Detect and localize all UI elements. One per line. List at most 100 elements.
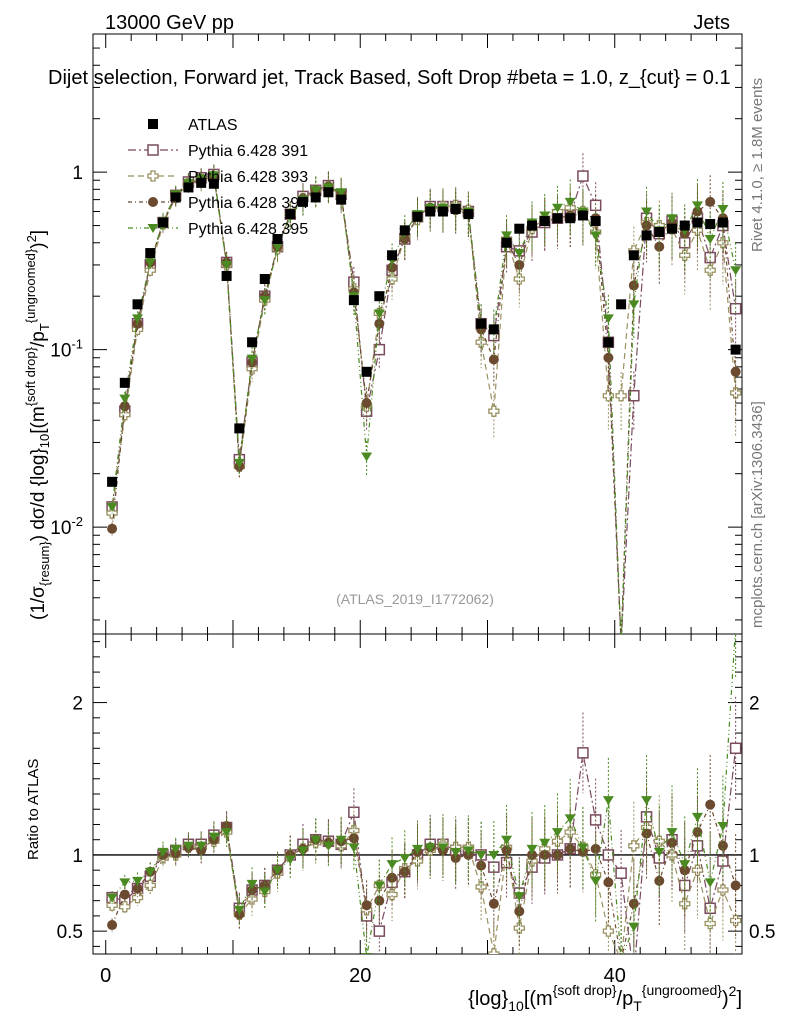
data-point-atlas xyxy=(437,206,448,217)
ratio-axes: 0.5 0.51 12 20 20 40 xyxy=(57,634,775,987)
ratio-point-pythia-6-428-393 xyxy=(691,864,704,876)
ratio-point-pythia-6-428-395 xyxy=(195,841,207,851)
data-point-pythia-6-428-391 xyxy=(616,639,626,649)
data-point-atlas xyxy=(476,318,487,329)
y-tick-label-ratio-right: 2 xyxy=(749,694,760,715)
data-point-pythia-6-428-393 xyxy=(513,273,525,285)
ratio-point-pythia-6-428-394 xyxy=(705,799,716,810)
x-tick-label: 40 xyxy=(604,965,626,987)
series-line-pythia-6-428-394 xyxy=(111,175,737,634)
y-tick-label-ratio-right: 0.5 xyxy=(749,922,775,943)
ratio-point-pythia-6-428-394 xyxy=(476,860,487,871)
ratio-point-pythia-6-428-391 xyxy=(373,925,386,937)
ratio-point-pythia-6-428-395 xyxy=(679,860,691,870)
data-point-pythia-6-428-395 xyxy=(106,502,118,512)
ratio-point-pythia-6-428-395 xyxy=(412,844,423,854)
ratio-panel-frame xyxy=(92,633,743,955)
data-point-atlas xyxy=(565,213,576,224)
ratio-point-pythia-6-428-394 xyxy=(488,898,499,909)
ratio-point-pythia-6-428-391 xyxy=(615,867,627,879)
data-point-pythia-6-428-395 xyxy=(602,314,614,324)
ratio-point-pythia-6-428-395 xyxy=(539,838,551,848)
data-point-atlas xyxy=(463,209,474,220)
y-tick-label-main: 10-2 xyxy=(50,514,83,539)
data-point-pythia-6-428-393 xyxy=(386,273,398,285)
legend-marker-atlas xyxy=(148,119,158,129)
data-point-pythia-6-428-394 xyxy=(616,639,626,649)
y-tick-label-ratio: 1 xyxy=(72,846,83,867)
data-point-atlas xyxy=(234,423,245,434)
ratio-point-pythia-6-428-394 xyxy=(730,880,741,891)
ratio-point-pythia-6-428-395 xyxy=(170,844,182,854)
ratio-point-pythia-6-428-395 xyxy=(284,855,296,865)
ratio-point-pythia-6-428-391 xyxy=(577,747,589,759)
mcplots-label: mcplots.cern.ch [arXiv:1306.3436] xyxy=(749,401,766,628)
ratio-point-pythia-6-428-395 xyxy=(616,956,627,965)
data-point-atlas xyxy=(616,299,627,310)
y-tick-label-ratio: 0.5 xyxy=(57,922,83,943)
ratio-series-layer xyxy=(106,622,742,965)
ratio-point-pythia-6-428-395 xyxy=(157,847,169,857)
data-point-pythia-6-428-395 xyxy=(590,231,602,241)
data-point-pythia-6-428-395 xyxy=(132,314,144,324)
data-point-atlas xyxy=(196,177,207,188)
data-point-pythia-6-428-394 xyxy=(488,354,499,365)
ratio-point-pythia-6-428-395 xyxy=(259,887,271,897)
data-point-atlas xyxy=(501,237,512,248)
ratio-point-pythia-6-428-395 xyxy=(641,796,653,806)
ratio-point-pythia-6-428-394 xyxy=(603,877,614,888)
data-point-atlas xyxy=(361,366,372,377)
data-point-atlas xyxy=(221,270,232,281)
ratio-point-pythia-6-428-395 xyxy=(106,893,118,903)
y-tick-label-ratio: 2 xyxy=(72,694,83,715)
data-point-pythia-6-428-393 xyxy=(119,409,131,421)
legend-label-pythia-6-428-393: Pythia 6.428 393 xyxy=(188,169,308,186)
ratio-line-pythia-6-428-395 xyxy=(111,634,736,954)
data-point-atlas xyxy=(170,192,181,203)
rivet-label: Rivet 4.1.0, ≥ 1.8M events xyxy=(749,78,766,252)
data-point-atlas xyxy=(667,223,678,234)
data-point-atlas xyxy=(603,337,614,348)
ratio-point-pythia-6-428-395 xyxy=(208,832,220,842)
ratio-point-pythia-6-428-393 xyxy=(144,879,156,892)
ratio-point-pythia-6-428-393 xyxy=(488,948,500,954)
data-point-pythia-6-428-395 xyxy=(272,242,284,252)
ratio-point-pythia-6-428-395 xyxy=(730,622,741,631)
data-point-atlas xyxy=(514,223,525,234)
data-point-pythia-6-428-393 xyxy=(144,264,156,276)
data-point-atlas xyxy=(450,203,461,214)
data-point-atlas xyxy=(705,219,716,230)
data-point-pythia-6-428-395 xyxy=(704,234,716,244)
data-point-atlas xyxy=(119,377,130,388)
data-point-pythia-6-428-395 xyxy=(208,171,220,181)
data-point-pythia-6-428-394 xyxy=(730,366,741,377)
ratio-point-pythia-6-428-395 xyxy=(513,892,525,902)
data-point-pythia-6-428-394 xyxy=(119,401,130,412)
data-point-pythia-6-428-395 xyxy=(119,394,131,404)
ratio-point-pythia-6-428-395 xyxy=(221,828,233,838)
main-ylabel: (1/σ{resum}) dσ/d {log}10[(m{soft drop}/… xyxy=(23,230,52,620)
ratio-point-pythia-6-428-395 xyxy=(246,879,258,889)
ratio-point-pythia-6-428-393 xyxy=(131,891,144,904)
data-point-pythia-6-428-395 xyxy=(616,640,627,649)
data-point-pythia-6-428-391 xyxy=(628,389,640,402)
ratio-ylabel: Ratio to ATLAS xyxy=(25,759,42,860)
data-point-pythia-6-428-393 xyxy=(615,390,627,402)
data-point-pythia-6-428-393 xyxy=(679,249,691,261)
ratio-point-pythia-6-428-395 xyxy=(628,922,640,932)
ratio-point-pythia-6-428-394 xyxy=(107,920,118,931)
ratio-point-pythia-6-428-395 xyxy=(450,847,462,857)
ratio-point-pythia-6-428-394 xyxy=(348,833,359,844)
ratio-point-pythia-6-428-395 xyxy=(666,828,678,838)
data-point-atlas xyxy=(552,213,563,224)
x-tick-label: 0 xyxy=(100,965,111,987)
legend-marker-pythia-6-428-394 xyxy=(148,197,158,207)
ratio-point-pythia-6-428-393 xyxy=(616,955,626,965)
ratio-point-pythia-6-428-395 xyxy=(272,866,284,876)
data-point-pythia-6-428-395 xyxy=(335,188,347,198)
ratio-point-pythia-6-428-395 xyxy=(424,843,436,853)
data-point-pythia-6-428-395 xyxy=(551,203,563,213)
data-point-pythia-6-428-395 xyxy=(666,214,678,224)
main-series-layer xyxy=(106,153,742,649)
